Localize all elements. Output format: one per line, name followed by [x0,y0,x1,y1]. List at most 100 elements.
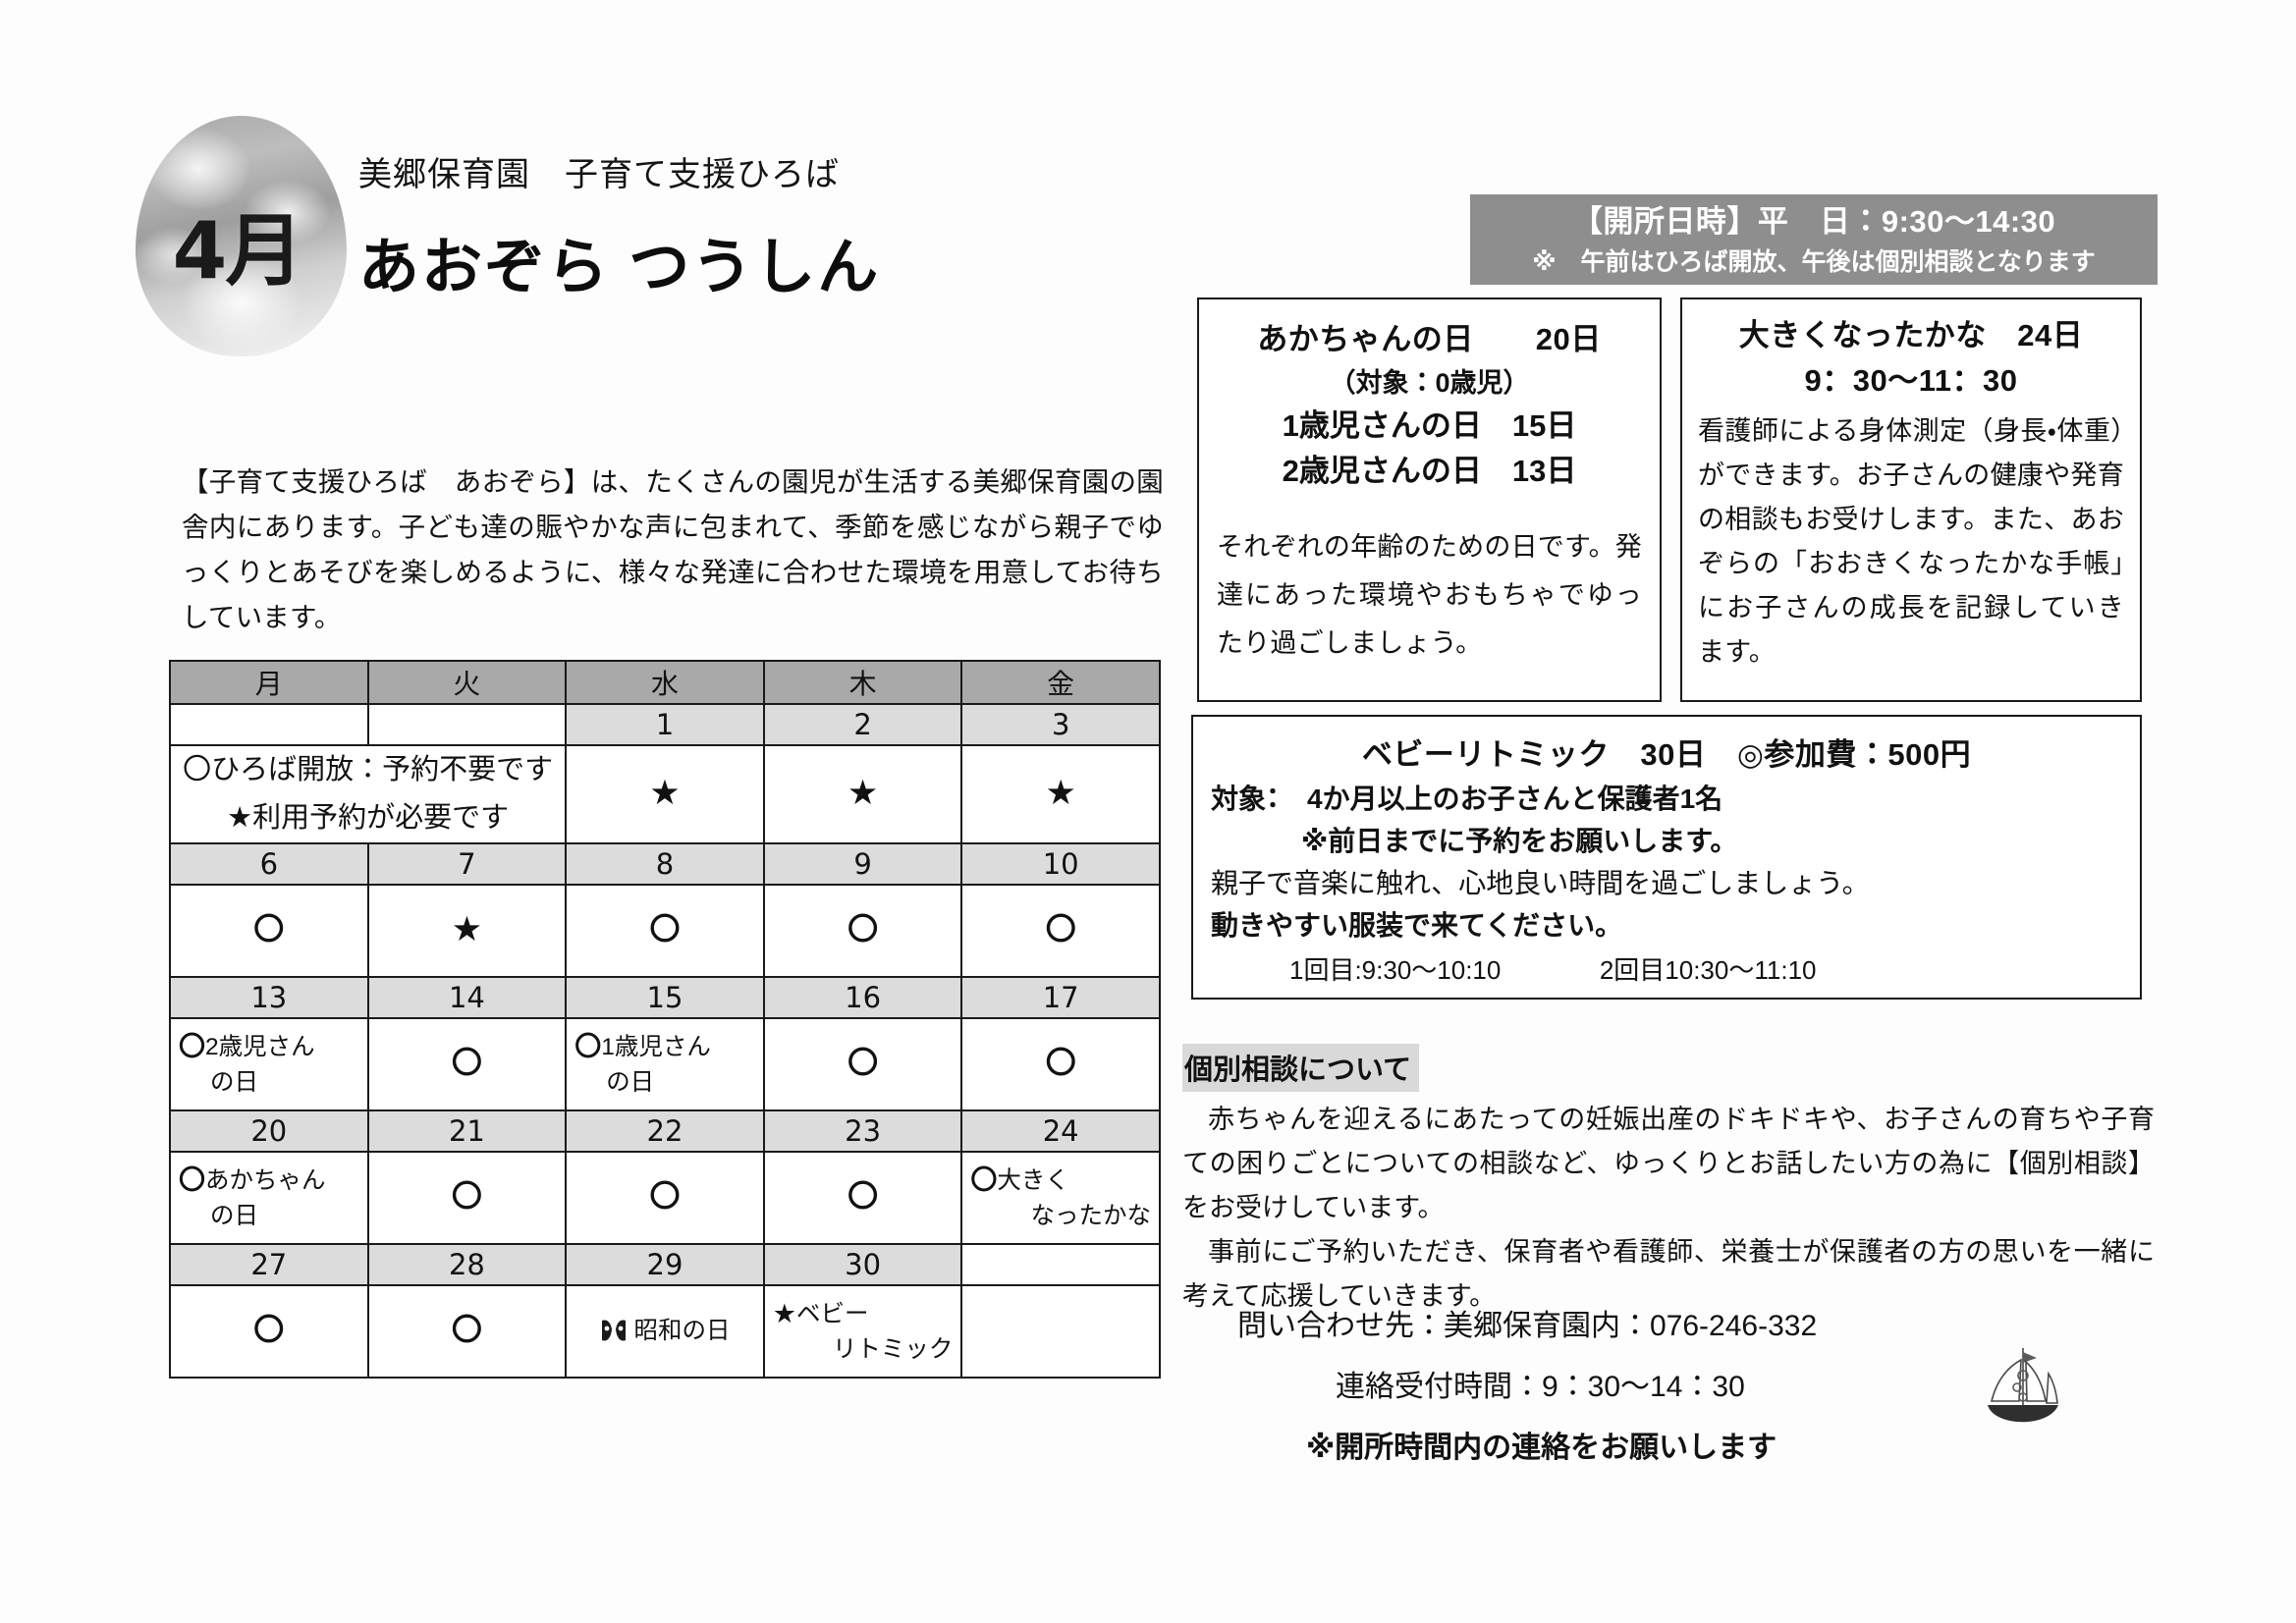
growth-check-title: 大きくなったかな 24日 [1738,318,2084,352]
calendar-date-row: 6 7 8 9 10 [169,842,1161,886]
calendar-event-open-mark: 〇 [366,1284,568,1379]
calendar-note-line-2: の日 [210,1202,258,1229]
weekday-header-fri: 金 [960,660,1161,705]
consultation-paragraph-2: 事前にご予約いただき、保育者や看護師、栄養士が保護者の方の思いを一緒に考えて応援… [1182,1237,2155,1311]
age-days-target: （対象：0歳児） [1329,368,1530,398]
circle-mark-icon: 〇 [451,1046,482,1081]
calendar-date: 7 [366,842,568,886]
calendar-note-line-1: 〇2歳児さん [179,1031,315,1061]
masthead: 美郷保育園 子育て支援ひろば あおぞら つうしん [358,147,880,305]
calendar-note-body: 〇あかちゃんの日 [171,1163,367,1234]
circle-mark-icon: 〇 [649,1179,681,1215]
star-mark-icon: ★ [772,1298,796,1328]
calendar-event-open-mark: 〇 [960,884,1161,978]
calendar-container: 月 火 水 木 金 1 2 3 〇ひろば開放：予約不要です ★利用予約が必要です ★ ★ ★ 6… [168,660,1161,1379]
calendar-note-body: 〇大きく なったかな [962,1163,1159,1234]
calendar-event-holiday: 昭和の日 [565,1284,765,1379]
calendar-event-reservation-mark: ★ [960,744,1161,844]
calendar-note-body: 〇2歳児さんの日 [171,1029,367,1101]
calendar-event-reservation-mark: ★ [565,744,765,844]
header-zone: 4月 美郷保育園 子育て支援ひろば あおぞら つうしん [0,0,1169,412]
calendar-date: 28 [366,1243,568,1286]
baby-rhythmic-clothing-note: 動きやすい服装で来てください。 [1211,910,1623,941]
calendar-date: 22 [565,1109,765,1153]
calendar-date: 30 [762,1243,963,1286]
calendar-date: 1 [565,703,765,746]
calendar-event-empty [960,1284,1161,1379]
age-days-2yr: 2歳児さんの日 13日 [1282,454,1577,488]
calendar-date: 3 [960,703,1161,746]
calendar-event-open-mark: 〇 [565,884,765,978]
calendar-event-row: 〇ひろば開放：予約不要です ★利用予約が必要です ★ ★ ★ [168,744,1161,844]
baby-rhythmic-target: 対象： 4か月以上のお子さんと保護者1名 [1211,784,1723,814]
opening-hours-note: ※ 午前はひろば開放、午後は個別相談となります [1532,248,2096,276]
calendar-date: 21 [366,1109,568,1153]
calendar-date-empty [169,703,369,746]
calendar-date: 20 [169,1109,369,1153]
calendar-event-open-mark: 〇 [960,1017,1161,1111]
calendar-event-note: 〇大きく なったかな [960,1151,1161,1245]
weekday-header-tue: 火 [366,660,568,705]
calendar-note-body: ★ベビー リトミック [765,1296,961,1368]
growth-check-description: 看護師による身体測定（身長・体重）ができます。お子さんの健康や発育の相談もお受け… [1698,416,2124,667]
baby-rhythmic-sessions: 1回目:9:30～10:10 2回目10:30～11:10 [1211,950,2122,990]
age-days-description: それぞれの年齢のための日です。発達にあった環境やおもちゃでゆったり過ごしましょう… [1217,532,1642,658]
calendar-event-open-mark: 〇 [366,1151,568,1245]
calendar-note-line-2: なったかな [1030,1202,1152,1229]
consultation-body: 赤ちゃんを迎えるにあたっての妊娠出産のドキドキや、お子さんの育ちや子育ての困りご… [1182,1098,2155,1319]
star-mark-icon: ★ [1045,774,1076,812]
circle-mark-icon: 〇 [179,1031,205,1061]
calendar-event-open-mark: 〇 [169,884,369,978]
calendar-note-line-2: の日 [210,1068,258,1096]
weekday-header-wed: 水 [565,660,765,705]
circle-mark-icon: 〇 [1045,1046,1076,1081]
circle-mark-icon: 〇 [649,912,681,947]
calendar-holiday-body: 昭和の日 [567,1314,763,1349]
legend-line-reserve: ★利用予約が必要です [227,802,510,834]
calendar-date-row: 13 14 15 16 17 [169,976,1161,1019]
star-mark-icon: ★ [847,774,879,812]
calendar-legend-cell: 〇ひろば開放：予約不要です ★利用予約が必要です [168,744,568,844]
baby-rhythmic-session-1: 1回目:9:30～10:10 [1289,955,1502,985]
calendar-date: 27 [169,1243,369,1286]
circle-mark-icon: 〇 [253,1313,285,1348]
weekday-header-thu: 木 [762,660,963,705]
calendar-event-note: 〇1歳児さん の日 [565,1017,765,1111]
calendar-date: 2 [762,703,963,746]
weekday-header-mon: 月 [169,660,369,705]
circle-mark-icon: 〇 [253,912,285,947]
calendar-event-row: 〇あかちゃん の日〇〇〇〇大きく なったかな [169,1151,1161,1245]
circle-mark-icon: 〇 [451,1313,482,1348]
sailing-ship-icon [1964,1330,2082,1448]
calendar-event-row: 〇 ★ 〇 〇 〇 [169,884,1161,978]
calendar-note-line-2: の日 [606,1068,655,1096]
calendar-event-row: 〇2歳児さん の日〇〇1歳児さん の日〇〇 [169,1017,1161,1111]
circle-mark-icon: 〇 [574,1031,602,1061]
legend-line-open: 〇ひろば開放：予約不要です [183,754,554,785]
calendar-event-open-mark: 〇 [565,1151,765,1245]
calendar-event-open-mark: 〇 [762,1017,963,1111]
age-days-box: あかちゃんの日 20日 （対象：0歳児） 1歳児さんの日 15日 2歳児さんの日… [1197,298,1662,702]
calendar-event-note: 〇2歳児さんの日 [169,1017,369,1111]
calendar-note-line-1: 〇あかちゃん [179,1164,326,1195]
circle-mark-icon: 〇 [847,1046,879,1081]
calendar-body: 1 2 3 〇ひろば開放：予約不要です ★利用予約が必要です ★ ★ ★ 6 7 8 9 10 〇 ★ 〇〇〇… [168,703,1161,1379]
age-days-1yr: 1歳児さんの日 15日 [1282,408,1577,443]
calendar-event-open-mark: 〇 [169,1284,369,1379]
circle-mark-icon: 〇 [451,1179,482,1215]
calendar-date: 10 [960,842,1161,886]
calendar-event-row: 〇 〇 昭和の日 ★ベビー リトミック [169,1284,1161,1379]
calendar-event-note: ★ベビー リトミック [762,1284,963,1379]
holiday-label: 昭和の日 [633,1318,731,1344]
calendar-event-open-mark: 〇 [366,1017,568,1111]
calendar-note-line-2: リトミック [832,1335,954,1363]
growth-check-box: 大きくなったかな 24日 9：30～11：30 看護師による身体測定（身長・体重… [1680,298,2142,702]
calendar-event-reservation-mark: ★ [366,884,568,978]
calendar-event-note: 〇あかちゃんの日 [169,1151,369,1245]
calendar-date-row: 20 21 22 23 24 [169,1109,1161,1153]
calendar-event-open-mark: 〇 [762,884,963,978]
calendar-event-open-mark: 〇 [762,1151,963,1245]
intro-paragraph: 【子育て支援ひろば あおぞら】は、たくさんの園児が生活する美郷保育園の園舎内にあ… [182,466,1164,632]
